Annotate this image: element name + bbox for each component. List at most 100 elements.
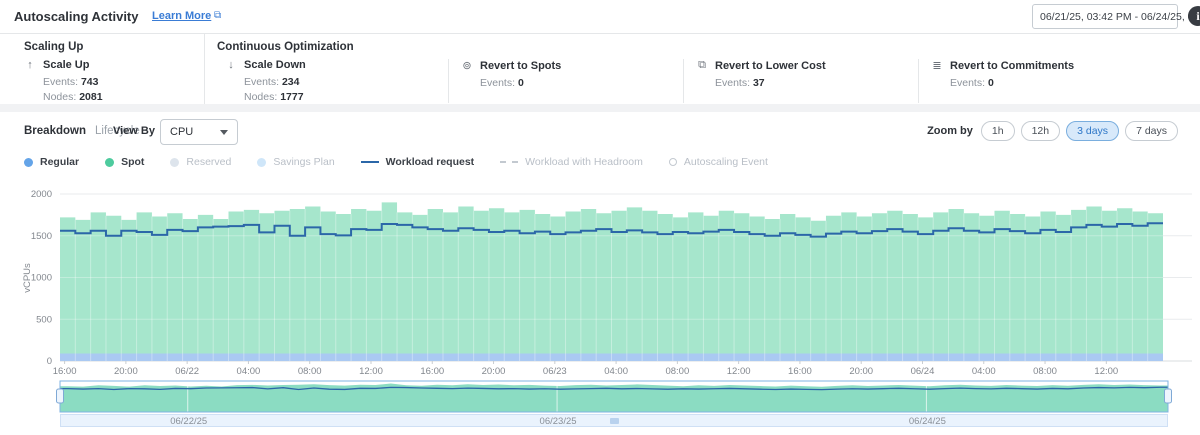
dot-legend-marker-icon — [105, 157, 115, 167]
legend-item-spot[interactable]: Spot — [105, 156, 144, 168]
x-tick-label: 08:00 — [1033, 366, 1057, 377]
learn-more-link[interactable]: Learn More — [152, 10, 212, 22]
x-tick-label: 16:00 — [788, 366, 812, 377]
view-by-value: CPU — [170, 126, 194, 138]
x-tick-label: 12:00 — [359, 366, 383, 377]
y-tick-label: 2000 — [31, 189, 52, 200]
stat-nodes: Nodes: 2081 — [43, 91, 103, 103]
dot-legend-marker-icon — [257, 157, 267, 167]
stat-item-label: Scale Down — [244, 59, 306, 71]
legend-item-workload-with-headroom[interactable]: Workload with Headroom — [500, 156, 643, 168]
legend-item-savings-plan[interactable]: Savings Plan — [257, 156, 335, 168]
stat-events: Events: 743 — [43, 76, 99, 88]
x-tick-label: 12:00 — [727, 366, 751, 377]
tab-breakdown[interactable]: Breakdown — [24, 125, 86, 137]
chevron-down-icon — [220, 129, 228, 135]
info-icon[interactable]: i — [1188, 6, 1200, 26]
legend-item-autoscaling-event[interactable]: Autoscaling Event — [668, 156, 768, 168]
tab-lifecycle[interactable]: Lifecycle — [95, 125, 140, 137]
dot-legend-marker-icon — [24, 157, 33, 167]
y-tick-label: 1000 — [31, 273, 52, 284]
x-tick-label: 06/23 — [543, 366, 567, 377]
stat-item-label: Scale Up — [43, 59, 90, 71]
navigator-scrollbar[interactable]: 06/22/25 06/23/25 06/24/25 — [60, 414, 1168, 427]
x-tick-label: 06/22 — [175, 366, 199, 377]
x-tick-label: 08:00 — [298, 366, 322, 377]
legend-item-label: Workload request — [385, 156, 475, 168]
navigator-chart[interactable] — [0, 380, 1200, 414]
workload-request-line — [60, 222, 1163, 238]
stat-item-header: ≣ Revert to Commitments — [931, 59, 1153, 73]
scaling-up-section: Scaling Up ↑ Scale Up Events: 743 Nodes: 20… — [0, 34, 205, 104]
x-tick-label: 04:00 — [237, 366, 261, 377]
legend-item-label: Spot — [121, 156, 145, 168]
stat-item-revert-to-spots: ⊚ Revert to Spots Events: 0 — [448, 59, 683, 103]
y-tick-label: 0 — [47, 356, 52, 367]
chart-legend: Regular Spot Reserved Savings Plan Workload … — [24, 156, 768, 168]
page-header: Autoscaling Activity Learn More ⧉ 06/21/… — [0, 0, 1200, 32]
x-tick-label: 20:00 — [114, 366, 138, 377]
x-tick-label: 08:00 — [665, 366, 689, 377]
view-by-label: View By — [113, 125, 155, 137]
chart-controls: Breakdown Lifecycle View By CPU Zoom by 1… — [0, 112, 1200, 152]
zoom-option-7-days[interactable]: 7 days — [1125, 121, 1178, 141]
stat-item-label: Revert to Commitments — [950, 59, 1075, 72]
x-tick-label: 06/24 — [911, 366, 935, 377]
stat-item-label: Revert to Spots — [480, 59, 562, 72]
zoom-option-1h[interactable]: 1h — [980, 121, 1015, 141]
stat-item-header: ↓ Scale Down — [225, 59, 448, 71]
page-title: Autoscaling Activity — [14, 9, 139, 24]
arrow-up-icon: ↑ — [27, 59, 33, 71]
breakdown-lifecycle-tabs: Breakdown Lifecycle — [24, 125, 140, 137]
stat-item-header: ⊚ Revert to Spots — [461, 59, 683, 73]
legend-item-workload-request[interactable]: Workload request — [360, 156, 475, 168]
stat-item-scale-up: ↑ Scale Up Events: 743 Nodes: 2081 — [24, 59, 204, 103]
legend-item-label: Savings Plan — [273, 156, 335, 168]
date-range-picker[interactable]: 06/21/25, 03:42 PM - 06/24/25, 03:42 PM — [1032, 4, 1200, 29]
stat-events: Events: 37 — [715, 77, 765, 89]
dot-legend-marker-icon — [170, 157, 180, 167]
zoom-option-12h[interactable]: 12h — [1020, 121, 1061, 141]
zoom-option-3-days[interactable]: 3 days — [1066, 121, 1120, 141]
stat-events: Events: 234 — [244, 76, 300, 88]
stat-events: Events: 0 — [480, 77, 524, 89]
x-tick-label: 20:00 — [849, 366, 873, 377]
external-link-icon: ⧉ — [214, 10, 222, 21]
legend-item-label: Autoscaling Event — [683, 156, 768, 168]
navigator-line — [60, 386, 1168, 391]
stat-nodes: Nodes: 1777 — [244, 91, 304, 103]
y-tick-label: 500 — [36, 314, 52, 325]
main-chart[interactable]: 0 500 1000 1500 2000 vCPUs 16:00 20:00 06/22 04:0… — [0, 180, 1200, 380]
y-axis-title: vCPUs — [22, 263, 33, 293]
x-tick-label: 12:00 — [1094, 366, 1118, 377]
stat-item-revert-to-commitments: ≣ Revert to Commitments Events: 0 — [918, 59, 1153, 103]
navigator-date-label: 06/22/25 — [170, 416, 208, 427]
continuous-optimization-section: Continuous Optimization ↓ Scale Down Event… — [205, 34, 1200, 104]
navigator-right-handle[interactable] — [1164, 388, 1172, 404]
scaling-up-header: Scaling Up — [24, 41, 84, 53]
legend-item-label: Regular — [40, 156, 80, 168]
navigator-date-label: 06/24/25 — [908, 416, 946, 427]
x-tick-label: 04:00 — [972, 366, 996, 377]
legend-item-reserved[interactable]: Reserved — [170, 156, 231, 168]
stack-icon: ≣ — [932, 60, 942, 72]
dash-legend-marker-icon — [500, 161, 519, 163]
view-by-select[interactable]: CPU — [160, 119, 238, 145]
stat-item-header: ⧉ Revert to Lower Cost — [696, 59, 918, 72]
x-tick-label: 16:00 — [53, 366, 77, 377]
zoom-by-label: Zoom by — [927, 125, 973, 137]
section-divider — [0, 104, 1200, 112]
x-tick-label: 20:00 — [482, 366, 506, 377]
line-legend-marker-icon — [360, 161, 379, 163]
date-range-text: 06/21/25, 03:42 PM - 06/24/25, 03:42 PM — [1040, 10, 1200, 23]
x-tick-label: 04:00 — [604, 366, 628, 377]
navigator-left-handle[interactable] — [56, 388, 64, 404]
navigator-date-label: 06/23/25 — [539, 416, 577, 427]
legend-item-regular[interactable]: Regular — [24, 156, 79, 168]
scrollbar-grip-icon[interactable] — [610, 418, 619, 424]
stat-item-scale-down: ↓ Scale Down Events: 234 Nodes: 1777 — [213, 59, 448, 103]
stat-item-header: ↑ Scale Up — [24, 59, 204, 71]
zoom-by-group: Zoom by 1h 12h 3 days 7 days — [927, 121, 1178, 141]
arrow-box-icon: ⧉ — [698, 59, 706, 71]
